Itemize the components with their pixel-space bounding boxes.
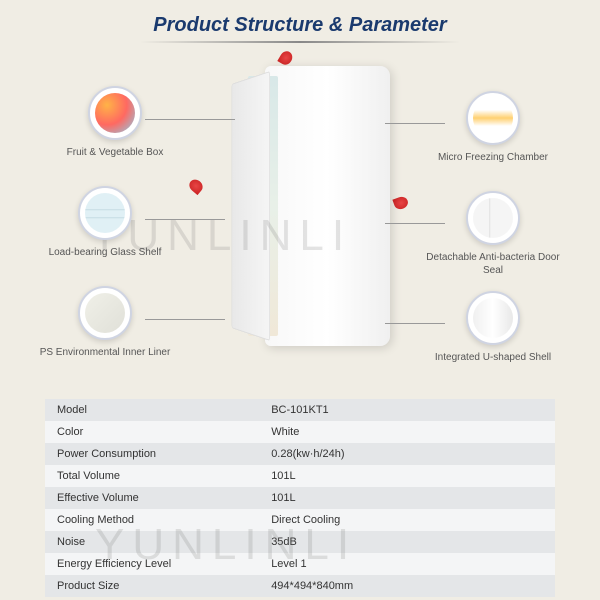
callout-line [145, 319, 225, 320]
table-row: Noise35dB [45, 531, 555, 553]
callout-thumb-icon [78, 186, 132, 240]
spec-key: Cooling Method [45, 509, 259, 531]
callout-line [145, 219, 225, 220]
callout-fruit-box: Fruit & Vegetable Box [40, 86, 190, 159]
callout-thumb-icon [466, 91, 520, 145]
callout-label: PS Environmental Inner Liner [30, 346, 180, 359]
callout-line [385, 123, 445, 124]
table-row: Cooling MethodDirect Cooling [45, 509, 555, 531]
fridge-door [232, 71, 270, 341]
product-diagram: YUNLINLI Fruit & Vegetable Box Load-bear… [0, 51, 600, 391]
spec-value: 101L [259, 465, 555, 487]
callout-thumb-icon [78, 286, 132, 340]
spec-value: White [259, 421, 555, 443]
callout-label: Load-bearing Glass Shelf [30, 246, 180, 259]
spec-key: Total Volume [45, 465, 259, 487]
callout-label: Detachable Anti-bacteria Door Seal [418, 251, 568, 277]
petal-decoration [187, 177, 205, 195]
table-row: Effective Volume101L [45, 487, 555, 509]
table-row: Total Volume101L [45, 465, 555, 487]
title-underline [140, 41, 460, 43]
table-row: ModelBC-101KT1 [45, 399, 555, 421]
callout-thumb-icon [466, 291, 520, 345]
spec-key: Effective Volume [45, 487, 259, 509]
page-title: Product Structure & Parameter [0, 0, 600, 41]
callout-door-seal: Detachable Anti-bacteria Door Seal [418, 191, 568, 277]
spec-value: 101L [259, 487, 555, 509]
spec-key: Model [45, 399, 259, 421]
table-row: Power Consumption0.28(kw·h/24h) [45, 443, 555, 465]
spec-value: Direct Cooling [259, 509, 555, 531]
table-row: Product Size494*494*840mm [45, 575, 555, 597]
callout-line [145, 119, 235, 120]
fridge-illustration [210, 66, 390, 366]
callout-inner-liner: PS Environmental Inner Liner [30, 286, 180, 359]
callout-u-shell: Integrated U-shaped Shell [418, 291, 568, 364]
petal-decoration [277, 49, 294, 67]
spec-key: Product Size [45, 575, 259, 597]
fridge-body [265, 66, 390, 346]
spec-value: BC-101KT1 [259, 399, 555, 421]
callout-label: Integrated U-shaped Shell [418, 351, 568, 364]
spec-key: Power Consumption [45, 443, 259, 465]
callout-thumb-icon [88, 86, 142, 140]
callout-label: Micro Freezing Chamber [418, 151, 568, 164]
spec-key: Energy Efficiency Level [45, 553, 259, 575]
callout-line [385, 323, 445, 324]
petal-decoration [392, 195, 409, 211]
callout-line [385, 223, 445, 224]
spec-key: Color [45, 421, 259, 443]
spec-value: 494*494*840mm [259, 575, 555, 597]
spec-value: 0.28(kw·h/24h) [259, 443, 555, 465]
table-row: Energy Efficiency LevelLevel 1 [45, 553, 555, 575]
spec-value: 35dB [259, 531, 555, 553]
spec-table: ModelBC-101KT1ColorWhitePower Consumptio… [45, 399, 555, 597]
callout-glass-shelf: Load-bearing Glass Shelf [30, 186, 180, 259]
spec-value: Level 1 [259, 553, 555, 575]
callout-label: Fruit & Vegetable Box [40, 146, 190, 159]
table-row: ColorWhite [45, 421, 555, 443]
callout-freezing-chamber: Micro Freezing Chamber [418, 91, 568, 164]
callout-thumb-icon [466, 191, 520, 245]
spec-key: Noise [45, 531, 259, 553]
